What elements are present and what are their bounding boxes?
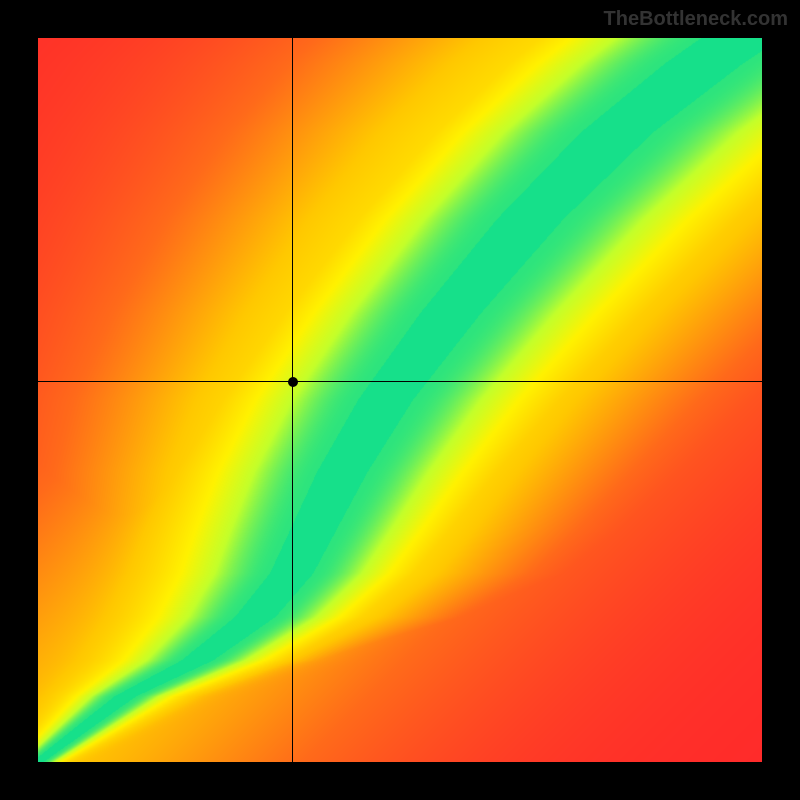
crosshair-marker xyxy=(288,377,298,387)
watermark-text: TheBottleneck.com xyxy=(604,8,788,31)
crosshair-horizontal xyxy=(38,381,762,382)
heatmap-canvas xyxy=(38,38,762,762)
chart-container: TheBottleneck.com xyxy=(0,0,800,800)
crosshair-vertical xyxy=(292,38,293,762)
